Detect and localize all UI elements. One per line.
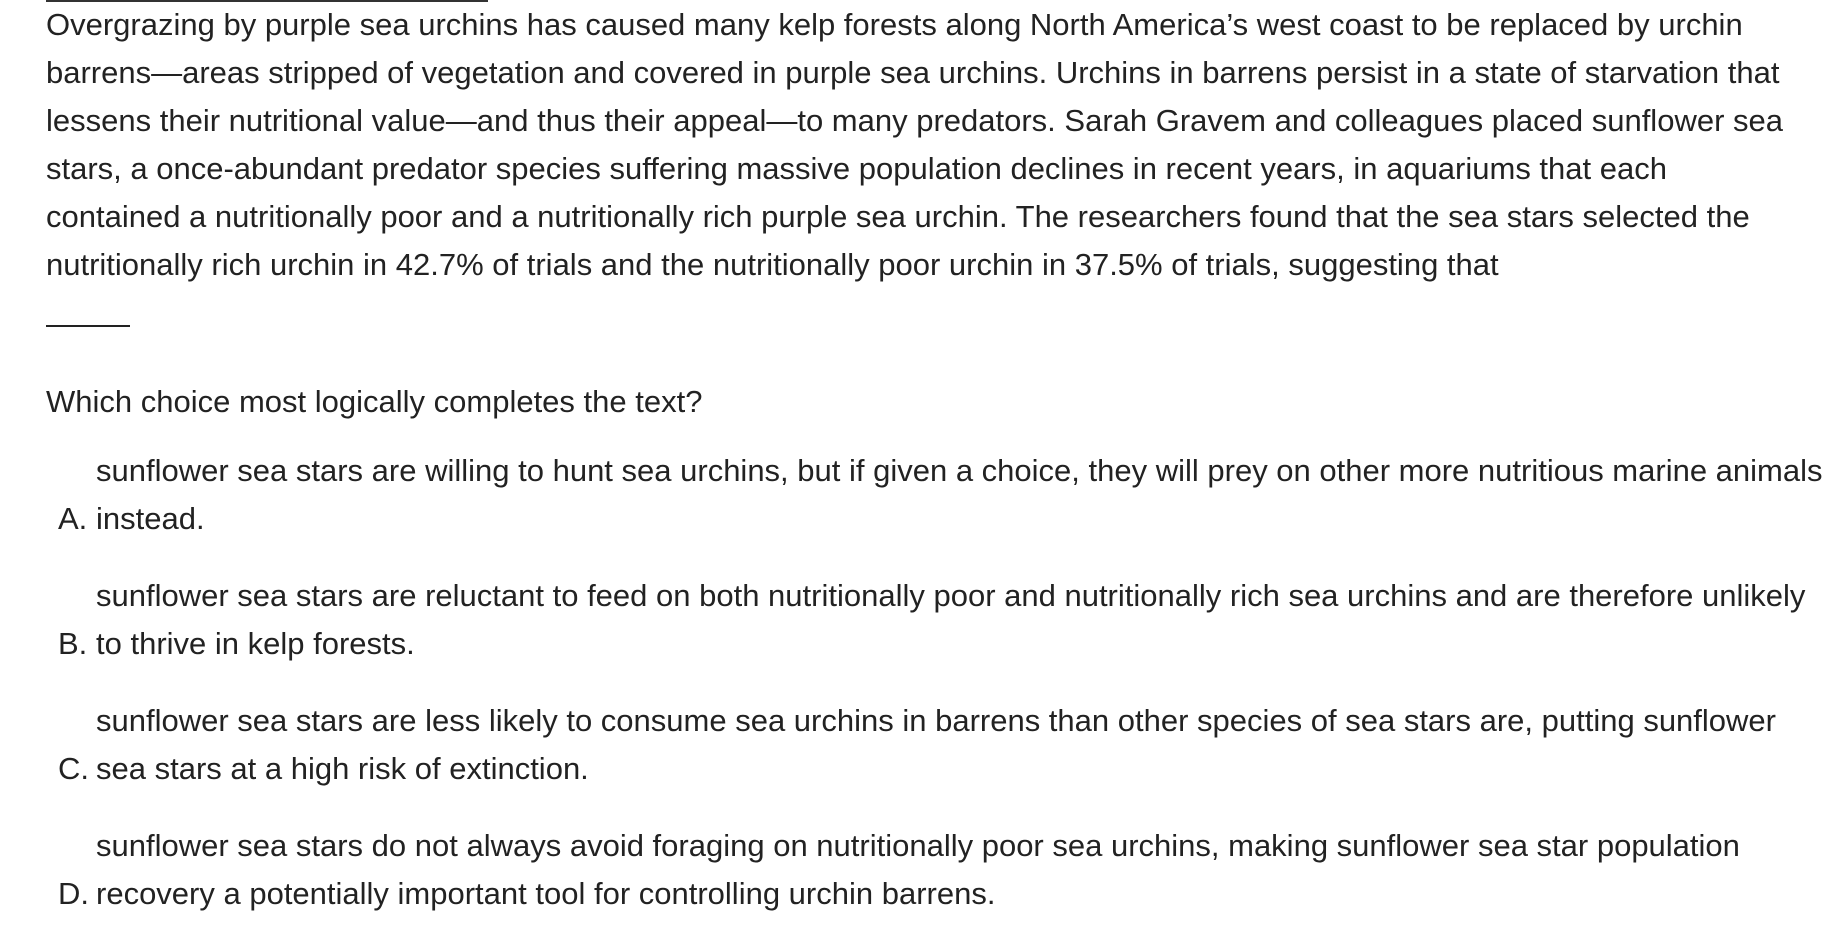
choice-letter: A. <box>58 501 88 536</box>
passage-text: Overgrazing by purple sea urchins has ca… <box>46 7 1783 282</box>
top-divider <box>46 0 488 2</box>
choice-a[interactable]: A. sunflower sea stars are willing to hu… <box>46 447 1823 543</box>
choice-text: sunflower sea stars are reluctant to fee… <box>96 578 1806 661</box>
question-prompt: Which choice most logically completes th… <box>46 384 703 419</box>
choice-letter: B. <box>58 626 88 661</box>
choice-c[interactable]: C. sunflower sea stars are less likely t… <box>46 697 1816 793</box>
choice-text: sunflower sea stars do not always avoid … <box>96 828 1740 911</box>
answer-choices: A. sunflower sea stars are willing to hu… <box>46 447 1823 947</box>
choice-text: sunflower sea stars are willing to hunt … <box>96 453 1823 536</box>
choice-letter: C. <box>58 751 89 786</box>
choice-d[interactable]: D. sunflower sea stars do not always avo… <box>46 822 1816 918</box>
choice-b[interactable]: B. sunflower sea stars are reluctant to … <box>46 572 1816 668</box>
choice-text: sunflower sea stars are less likely to c… <box>96 703 1776 786</box>
choice-letter: D. <box>58 876 89 911</box>
answer-blank <box>46 325 130 327</box>
